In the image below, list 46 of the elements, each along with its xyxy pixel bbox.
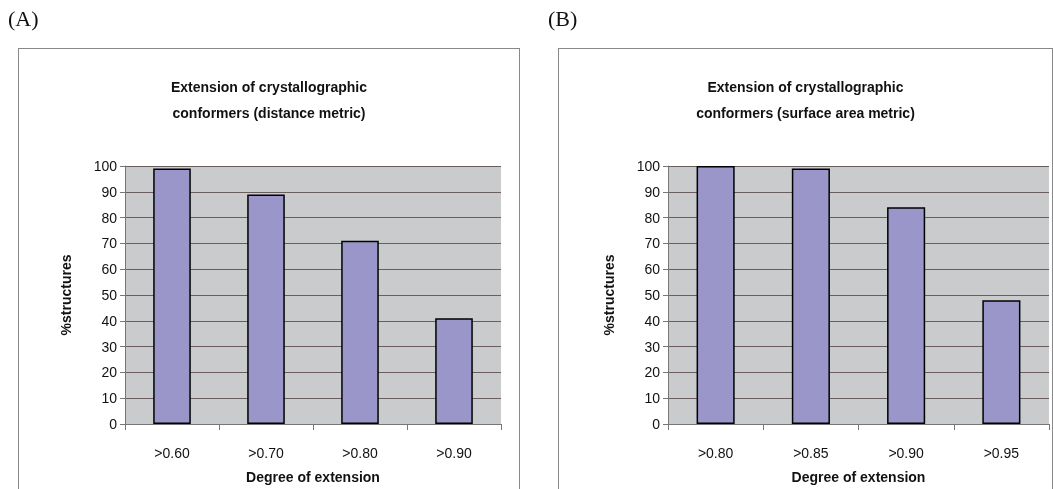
bar: [153, 168, 191, 424]
y-tick-label: 70: [101, 235, 118, 252]
y-tick-label: 40: [101, 312, 118, 329]
text: (B): [548, 6, 578, 32]
bar: [247, 194, 285, 424]
y-tick-label: 0: [652, 416, 661, 432]
y-tick-label: 20: [101, 364, 118, 381]
y-tick-label: 40: [644, 312, 661, 329]
y-axis-title: %structures: [58, 254, 74, 336]
x-tick-label: >0.95: [983, 445, 1020, 461]
y-tick-label: 60: [101, 261, 118, 278]
y-tick-label: 80: [101, 209, 118, 226]
y-tick-label: 30: [101, 338, 118, 355]
y-tick-label: 60: [644, 261, 661, 278]
x-tick-label: >0.80: [697, 445, 734, 461]
x-tick-label: >0.90: [436, 445, 472, 461]
y-tick-label: 50: [101, 287, 118, 303]
y-tick-label: 80: [644, 209, 661, 226]
bar: [341, 240, 379, 424]
x-axis-title: Degree of extension: [246, 469, 380, 485]
x-tick-label: >0.70: [248, 445, 284, 461]
y-tick-label: 100: [93, 158, 118, 174]
x-tick-label: >0.60: [154, 445, 190, 461]
y-tick-label: 90: [101, 183, 118, 200]
y-tick-label: 10: [101, 390, 118, 407]
bar: [435, 318, 473, 424]
y-tick-label: 70: [644, 235, 661, 252]
chart-title: Extension of crystallographic conformers (distance metric): [170, 79, 368, 121]
bar: [887, 207, 926, 424]
x-tick-label: >0.80: [342, 445, 378, 461]
x-axis-title: Degree of extension: [791, 469, 926, 485]
y-tick-label: 20: [644, 364, 661, 381]
x-tick-label: >0.85: [793, 445, 829, 461]
y-tick-label: 10: [644, 390, 661, 407]
bar: [791, 168, 830, 424]
y-tick-label: 0: [109, 416, 118, 432]
bar: [696, 166, 735, 424]
bar: [982, 300, 1021, 424]
y-tick-label: 30: [644, 338, 661, 355]
x-tick-label: >0.90: [888, 445, 925, 461]
y-tick-label: 100: [636, 158, 661, 174]
chart-title: Extension of crystallographic conformers (surface area metric): [696, 79, 915, 121]
text: (A): [8, 6, 39, 32]
y-axis-title: %structures: [601, 254, 617, 336]
y-tick-label: 90: [644, 183, 661, 200]
y-tick-label: 50: [644, 287, 661, 303]
